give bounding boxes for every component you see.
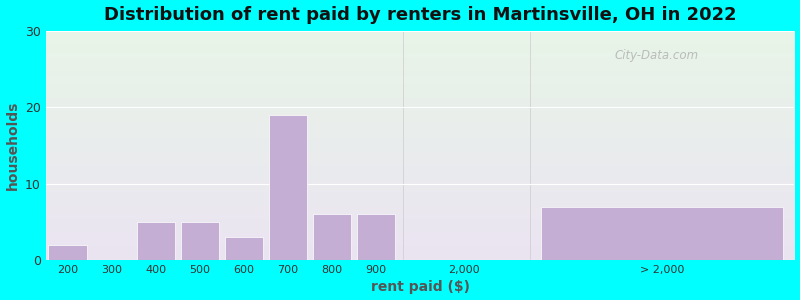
Y-axis label: households: households [6,101,19,190]
Bar [357,214,395,260]
Bar [269,115,307,260]
Bar [137,222,175,260]
Bar [542,206,783,260]
Bar [181,222,219,260]
Text: City-Data.com: City-Data.com [614,49,699,62]
X-axis label: rent paid ($): rent paid ($) [370,280,470,294]
Title: Distribution of rent paid by renters in Martinsville, OH in 2022: Distribution of rent paid by renters in … [104,6,737,24]
Bar [313,214,351,260]
Bar [225,237,263,260]
Bar [49,245,87,260]
